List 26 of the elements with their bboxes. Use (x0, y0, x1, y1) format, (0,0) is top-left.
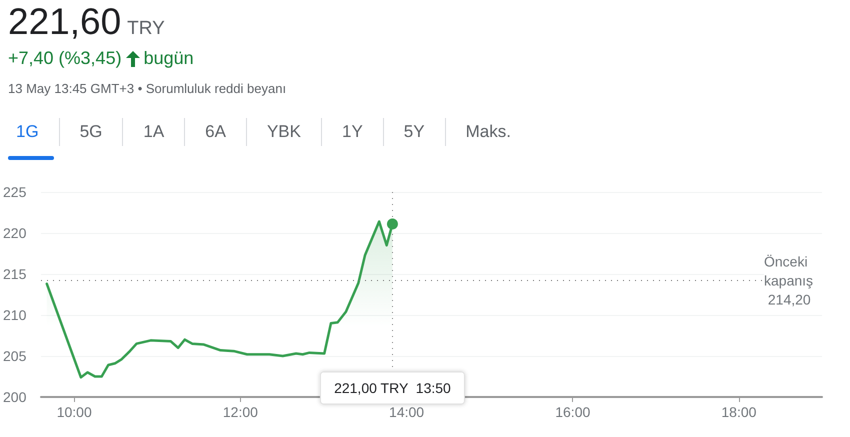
text: 5G (58, 118, 122, 146)
text: Maks. (444, 118, 531, 146)
x-tick-label: 10:00 (56, 404, 92, 420)
text: 1Y (321, 118, 383, 146)
y-tick-label: 220 (3, 225, 27, 241)
y-tick-label: 225 (3, 184, 27, 200)
text: +7,40 (%3,45) (8, 48, 122, 69)
text: 5Y (382, 118, 445, 146)
annotation: 221,00 TRY 13:50 (334, 380, 452, 396)
x-tick-label: 18:00 (721, 404, 757, 420)
text: 6A (184, 118, 246, 146)
x-tick-label: 16:00 (555, 404, 590, 420)
text: TRY (127, 18, 165, 39)
y-tick-label: 210 (3, 307, 27, 323)
text: YBK (246, 118, 321, 146)
ref-line-label: Önceki kapanış 214,20 (764, 254, 814, 308)
x-tick-label: 12:00 (222, 404, 258, 420)
text: 1G (15, 121, 40, 143)
text: bugün (144, 48, 194, 69)
text: 13 May 13:45 GMT+3 • Sorumluluk reddi beyanı (8, 81, 288, 96)
y-tick-label: 215 (3, 266, 27, 282)
y-tick-label: 205 (3, 348, 27, 364)
y-tick-label: 200 (3, 389, 27, 405)
chart-title: 221,60 (8, 1, 122, 42)
x-tick-label: 14:00 (389, 404, 424, 420)
text: 1A (122, 118, 184, 146)
